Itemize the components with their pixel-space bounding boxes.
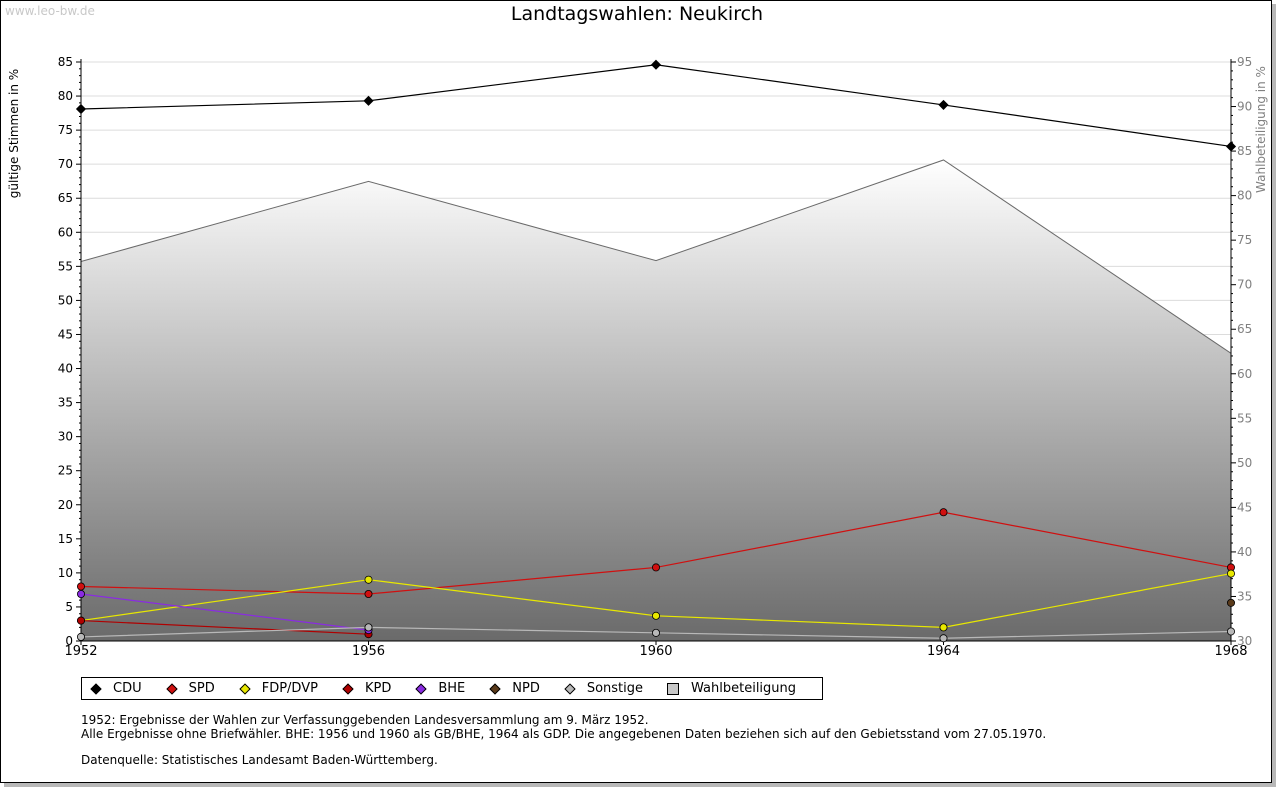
legend-marker bbox=[489, 682, 501, 695]
y-tick-label: 5 bbox=[65, 600, 73, 614]
y-tick-label: 65 bbox=[58, 191, 73, 205]
legend-item-sonstige: Sonstige bbox=[564, 681, 643, 696]
data-point-sonstige bbox=[939, 634, 948, 643]
chart-plot: 0 5 10 15 20 25 30 35 40 45 50 55 60 65 70 75 80 85 30 35 40… bbox=[7, 55, 1268, 659]
y2-tick-label: 35 bbox=[1237, 589, 1252, 603]
data-point-fdp-dvp bbox=[652, 611, 661, 620]
note-line: 1952: Ergebnisse der Wahlen zur Verfassu… bbox=[81, 713, 649, 727]
data-point-sonstige bbox=[364, 623, 373, 632]
y-tick-label: 75 bbox=[58, 123, 73, 137]
data-point-fdp-dvp bbox=[939, 623, 948, 632]
data-point-cdu bbox=[650, 59, 662, 70]
legend-item-npd: NPD bbox=[489, 681, 540, 696]
data-point-kpd bbox=[77, 616, 86, 625]
data-point-bhe bbox=[77, 589, 86, 598]
legend-item-kpd: KPD bbox=[342, 681, 391, 696]
legend-marker bbox=[90, 682, 102, 695]
data-point-cdu bbox=[75, 103, 87, 115]
y2-tick-label: 95 bbox=[1237, 55, 1252, 69]
data-point-sonstige bbox=[1227, 627, 1236, 636]
note-line: Alle Ergebnisse ohne Briefwähler. BHE: 1… bbox=[81, 727, 1047, 741]
data-point-fdp-dvp bbox=[1227, 569, 1236, 578]
data-point-fdp-dvp bbox=[364, 575, 373, 584]
notes: 1952: Ergebnisse der Wahlen zur Verfassu… bbox=[81, 713, 1046, 767]
legend-marker bbox=[667, 682, 680, 695]
legend-item-spd: SPD bbox=[165, 681, 215, 696]
y-tick-label: 40 bbox=[58, 362, 73, 376]
y2-tick-label: 65 bbox=[1237, 322, 1252, 336]
y-tick-label: 30 bbox=[58, 430, 73, 444]
y-tick-label: 50 bbox=[58, 293, 73, 307]
series-line-bhe bbox=[80, 593, 369, 631]
legend-marker bbox=[415, 682, 427, 695]
legend-label: BHE bbox=[438, 681, 466, 696]
y2-tick-label: 75 bbox=[1237, 233, 1252, 247]
legend-label: FDP/DVP bbox=[261, 681, 318, 696]
y-tick-label: 70 bbox=[58, 157, 73, 171]
y2-tick-label: 50 bbox=[1237, 456, 1252, 470]
data-point-cdu bbox=[1225, 141, 1237, 152]
legend-marker bbox=[342, 682, 354, 695]
legend-item-wahlbeteiligung: Wahlbeteiligung bbox=[667, 681, 796, 696]
chart-title: Landtagswahlen: Neukirch bbox=[510, 3, 764, 25]
watermark: www.leo-bw.de bbox=[5, 4, 95, 18]
x-tick-label: 1960 bbox=[639, 644, 672, 659]
x-tick-label: 1968 bbox=[1214, 644, 1247, 659]
legend-marker bbox=[165, 682, 178, 695]
legend-label: Wahlbeteiligung bbox=[691, 681, 797, 696]
data-point-spd bbox=[652, 563, 661, 572]
data-point-spd bbox=[364, 589, 373, 598]
legend-item-cdu: CDU bbox=[90, 681, 142, 696]
legend-marker bbox=[239, 682, 251, 695]
data-point-sonstige bbox=[77, 632, 86, 641]
y-tick-label: 55 bbox=[58, 259, 73, 273]
y-tick-label: 45 bbox=[58, 327, 73, 341]
legend-label: KPD bbox=[364, 681, 392, 696]
y2-tick-label: 90 bbox=[1237, 100, 1252, 114]
legend-item-fdp-dvp: FDP/DVP bbox=[239, 681, 318, 696]
y-tick-label: 20 bbox=[58, 498, 73, 512]
y2-tick-label: 70 bbox=[1237, 278, 1252, 292]
data-point-sonstige bbox=[652, 628, 661, 637]
source-note: Datenquelle: Statistisches Landesamt Bad… bbox=[81, 753, 438, 767]
data-point-cdu bbox=[938, 99, 949, 110]
x-tick-label: 1952 bbox=[64, 644, 97, 659]
y-tick-label: 15 bbox=[58, 532, 73, 546]
legend: CDU SPD FDP/DVP KPD BHE NPD Sonstige Wahlbeteil… bbox=[81, 677, 823, 700]
y2-tick-label: 30 bbox=[1237, 634, 1252, 648]
area-wahlbeteiligung bbox=[81, 159, 1231, 641]
y2-tick-label: 40 bbox=[1237, 545, 1252, 559]
legend-label: Sonstige bbox=[586, 681, 644, 696]
y-tick-label: 35 bbox=[58, 396, 73, 410]
legend-label: SPD bbox=[188, 681, 215, 696]
y2-tick-label: 55 bbox=[1237, 411, 1252, 425]
y-tick-label: 25 bbox=[58, 464, 73, 478]
legend-marker bbox=[564, 682, 576, 695]
data-point-spd bbox=[77, 582, 86, 591]
y2-tick-label: 85 bbox=[1237, 144, 1252, 158]
y-tick-label: 80 bbox=[58, 89, 73, 103]
data-point-spd bbox=[939, 508, 948, 517]
data-point-npd bbox=[1227, 598, 1236, 607]
series-line-cdu bbox=[80, 64, 1232, 148]
y-axis-label: gültige Stimmen in % bbox=[7, 69, 21, 198]
legend-label: NPD bbox=[512, 681, 540, 696]
data-point-cdu bbox=[363, 95, 374, 106]
y-tick-label: 60 bbox=[58, 225, 73, 239]
y-tick-label: 0 bbox=[65, 634, 73, 648]
series-line-kpd bbox=[80, 619, 369, 635]
y-tick-label: 85 bbox=[58, 55, 73, 69]
y2-axis-label: Wahlbeteiligung in % bbox=[1254, 66, 1268, 193]
y-tick-label: 10 bbox=[58, 566, 73, 580]
y2-tick-label: 45 bbox=[1237, 500, 1252, 514]
legend-item-bhe: BHE bbox=[415, 681, 465, 696]
legend-label: CDU bbox=[113, 681, 142, 696]
x-tick-label: 1964 bbox=[927, 644, 960, 659]
y2-tick-label: 60 bbox=[1237, 367, 1252, 381]
y2-tick-label: 80 bbox=[1237, 189, 1252, 203]
area-wahlbeteiligung-outline bbox=[80, 159, 1232, 354]
x-tick-label: 1956 bbox=[352, 644, 385, 659]
